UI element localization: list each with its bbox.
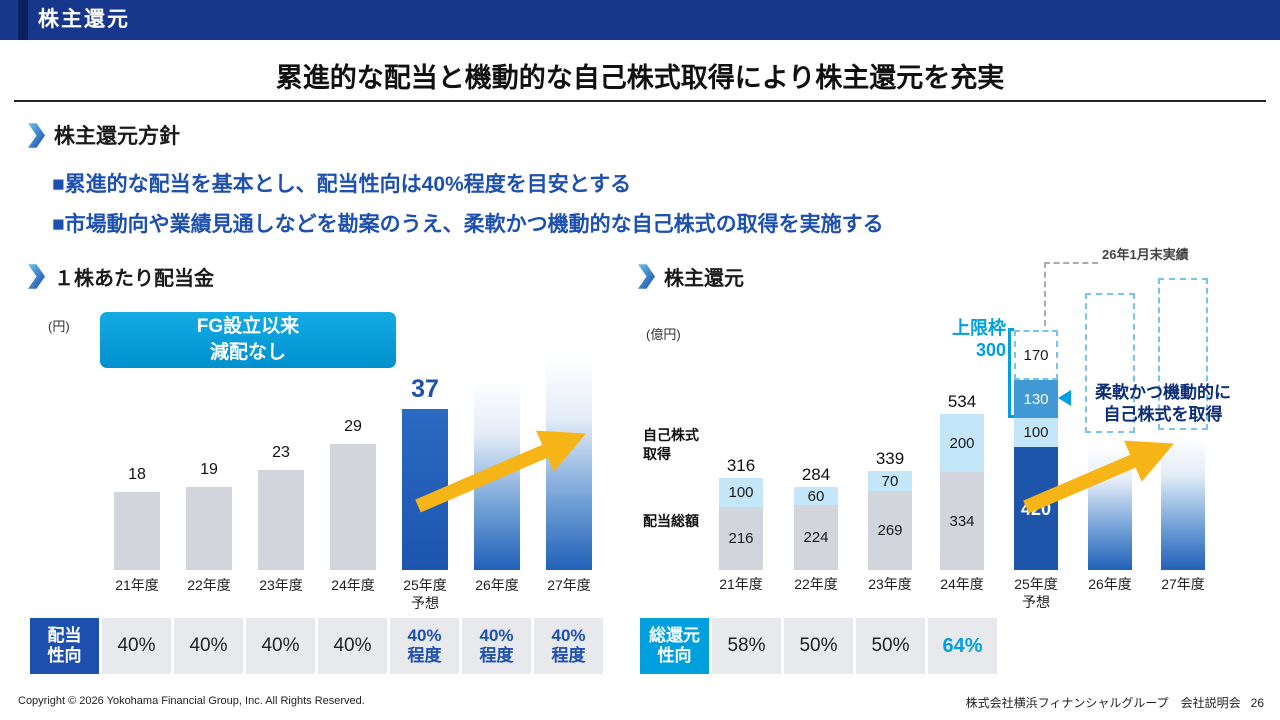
dividend-section-heading: １株あたり配当金 bbox=[28, 262, 214, 291]
policy-bullet-2: ■市場動向や業績見通しなどを勘案のうえ、柔軟かつ機動的な自己株式の取得を実施する bbox=[52, 213, 884, 236]
x-axis-label: 23年度 bbox=[259, 577, 303, 593]
stack-segment: 224 bbox=[794, 505, 838, 570]
chevron-shape bbox=[28, 122, 45, 148]
table-cell: 40% 程度 bbox=[534, 618, 603, 674]
bar-value: 29 bbox=[344, 418, 362, 435]
stack-segment: 420 bbox=[1014, 447, 1058, 570]
stack-segment: 334 bbox=[940, 472, 984, 570]
dividend-bar bbox=[546, 358, 592, 570]
buyback-cap-label: 上限枠 300 bbox=[952, 318, 1006, 360]
shareholder-return-chart: 216 100 316 21年度 224 60 284 22年度 269 70 339 23年度 334… bbox=[640, 240, 1250, 612]
table-cell: 40% bbox=[246, 618, 315, 674]
future-bar bbox=[1161, 437, 1205, 570]
stack-segment: 269 bbox=[868, 491, 912, 570]
dividend-bar-chart: 18 21年度 19 22年度 23 23年度 29 24年度 37 25年度 予想 26年度 27年… bbox=[30, 300, 606, 612]
table-cell: 40% bbox=[102, 618, 171, 674]
dividend-bar bbox=[114, 492, 160, 570]
x-axis-label: 24年度 bbox=[331, 577, 375, 593]
stack-segment: 60 bbox=[794, 487, 838, 505]
actual-note-connector bbox=[1044, 262, 1098, 326]
x-axis-label: 22年度 bbox=[794, 576, 838, 592]
x-axis-label: 21年度 bbox=[719, 576, 763, 592]
return-unit-label: (億円) bbox=[646, 327, 681, 342]
dividend-unit-label: (円) bbox=[48, 319, 70, 334]
header-bar: 株主還元 bbox=[0, 0, 1280, 40]
table-cell: 40% bbox=[318, 618, 387, 674]
x-axis-label: 25年度 予想 bbox=[1014, 576, 1058, 611]
page-number: 26 bbox=[1250, 696, 1264, 710]
bar-value: 18 bbox=[128, 466, 146, 483]
bar-total: 339 bbox=[875, 449, 905, 468]
chevron-marker-icon bbox=[638, 264, 655, 289]
table-cell: 40% bbox=[174, 618, 243, 674]
chevron-marker-icon bbox=[28, 264, 45, 289]
stack-segment: 100 bbox=[719, 478, 763, 507]
x-axis-label: 23年度 bbox=[868, 576, 912, 592]
table-cell: 64% bbox=[928, 618, 997, 674]
future-dashed-box bbox=[1085, 293, 1135, 433]
future-bar bbox=[1088, 445, 1132, 570]
stack-segment: 100 bbox=[1014, 418, 1058, 447]
policy-section-heading: 株主還元方針 bbox=[28, 120, 180, 150]
payout-ratio-table: 配当 性向 40% 40% 40% 40% 40% 程度 40% 程度 40% 程度 bbox=[30, 618, 603, 674]
actual-note: 26年1月末実績 bbox=[1102, 247, 1189, 262]
dividend-bar bbox=[330, 444, 376, 570]
dividend-bar bbox=[474, 380, 520, 570]
x-axis-label: 24年度 bbox=[940, 576, 984, 592]
table-cell: 50% bbox=[856, 618, 925, 674]
x-axis-label: 25年度 予想 bbox=[403, 577, 447, 612]
dividend-series-label: 配当総額 bbox=[643, 513, 699, 529]
flexible-buyback-note: 柔軟かつ機動的に 自己株式を取得 bbox=[1095, 383, 1231, 425]
chevron-shape bbox=[28, 264, 45, 289]
x-axis-label: 21年度 bbox=[115, 577, 159, 593]
dividend-heading-label: １株あたり配当金 bbox=[54, 268, 214, 290]
page-title: 株主還元 bbox=[38, 8, 130, 31]
x-axis-label: 27年度 bbox=[547, 577, 591, 593]
x-axis-label: 22年度 bbox=[187, 577, 231, 593]
table-header-cell: 総還元 性向 bbox=[640, 618, 709, 674]
no-dividend-cut-badge: FG設立以来 減配なし bbox=[100, 312, 396, 368]
left-pointer-icon bbox=[1058, 390, 1071, 406]
total-return-ratio-table: 総還元 性向 58% 50% 50% 64% bbox=[640, 618, 997, 674]
x-axis-label: 26年度 bbox=[475, 577, 519, 593]
return-heading-label: 株主還元 bbox=[664, 268, 744, 290]
bar-value: 37 bbox=[411, 375, 439, 403]
chevron-marker-icon bbox=[28, 122, 45, 148]
table-cell: 40% 程度 bbox=[462, 618, 531, 674]
stack-segment: 170 bbox=[1014, 330, 1058, 380]
title-divider bbox=[14, 100, 1266, 102]
footer-right: 株式会社横浜フィナンシャルグループ 会社説明会 26 bbox=[966, 694, 1264, 711]
policy-bullet-1: ■累進的な配当を基本とし、配当性向は40%程度を目安とする bbox=[52, 173, 632, 196]
table-cell: 50% bbox=[784, 618, 853, 674]
dividend-bar bbox=[402, 409, 448, 570]
header-accent bbox=[18, 0, 28, 40]
x-axis-label: 26年度 bbox=[1088, 576, 1132, 592]
future-dashed-box bbox=[1158, 278, 1208, 430]
chevron-shape bbox=[638, 264, 655, 289]
stack-segment: 70 bbox=[868, 471, 912, 491]
bar-total: 316 bbox=[726, 456, 756, 475]
x-axis-label: 27年度 bbox=[1161, 576, 1205, 592]
stack-segment: 216 bbox=[719, 507, 763, 570]
slide-title: 累進的な配当と機動的な自己株式取得により株主還元を充実 bbox=[275, 63, 1005, 93]
cap-bracket bbox=[1008, 328, 1014, 418]
stack-segment: 130 bbox=[1014, 380, 1058, 418]
footer-company: 株式会社横浜フィナンシャルグループ 会社説明会 bbox=[965, 696, 1241, 710]
bar-value: 23 bbox=[272, 444, 290, 461]
buyback-series-label: 自己株式 取得 bbox=[643, 427, 699, 462]
stack-segment: 200 bbox=[940, 414, 984, 472]
dividend-bar bbox=[186, 487, 232, 570]
copyright-text: Copyright © 2026 Yokohama Financial Grou… bbox=[18, 695, 365, 707]
table-cell: 40% 程度 bbox=[390, 618, 459, 674]
table-header-cell: 配当 性向 bbox=[30, 618, 99, 674]
table-cell: 58% bbox=[712, 618, 781, 674]
policy-heading-label: 株主還元方針 bbox=[54, 125, 180, 148]
bar-total: 534 bbox=[947, 392, 977, 411]
bar-value: 19 bbox=[200, 461, 218, 478]
bar-total: 284 bbox=[801, 465, 831, 484]
dividend-bar bbox=[258, 470, 304, 570]
return-section-heading: 株主還元 bbox=[638, 262, 744, 291]
